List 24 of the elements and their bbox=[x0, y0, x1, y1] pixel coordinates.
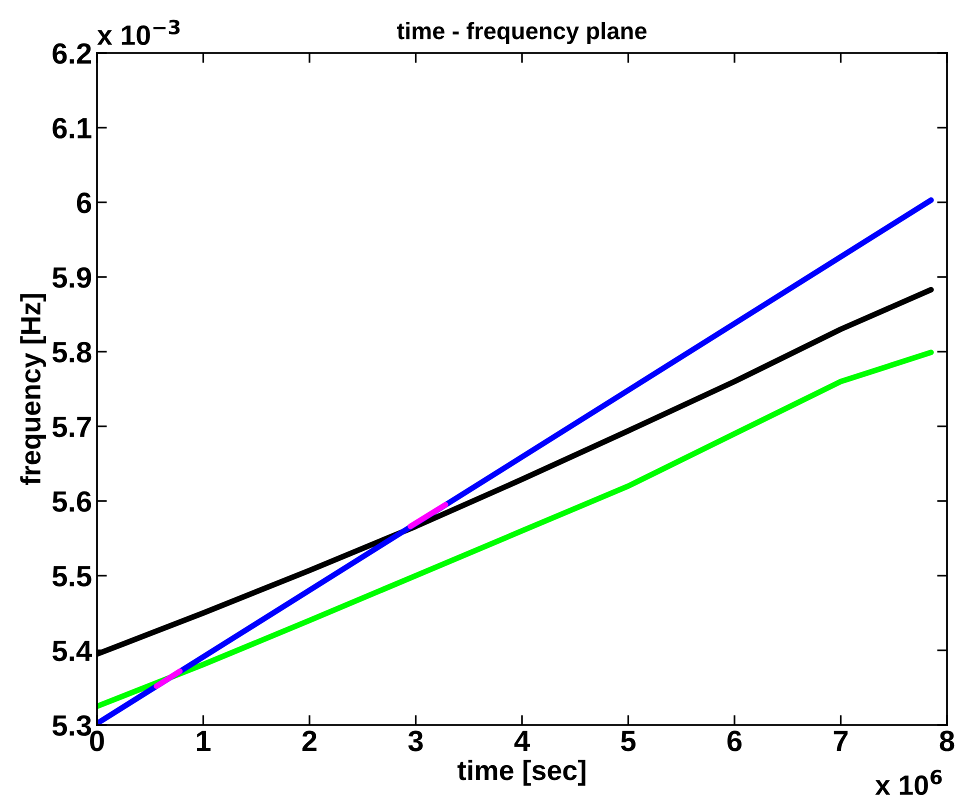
x-axis-title: time [sec] bbox=[458, 760, 586, 786]
chart-title: time - frequency plane bbox=[396, 22, 647, 44]
x-tick-label: 0 bbox=[90, 730, 104, 752]
x-tick-label: 2 bbox=[302, 730, 316, 751]
x-tick-label: 5 bbox=[621, 730, 636, 752]
y-tick-label: 5.6 bbox=[52, 491, 92, 512]
y-tick-label: 5.3 bbox=[52, 715, 92, 736]
y-tick-label: 5.7 bbox=[52, 416, 91, 438]
x-tick-label: 6 bbox=[727, 730, 742, 752]
y-axis-title: frequency [Hz] bbox=[20, 294, 46, 485]
y-tick-label: 5.5 bbox=[52, 566, 92, 587]
y-tick-label: 6 bbox=[76, 192, 92, 214]
y-tick-label: 5.4 bbox=[52, 640, 92, 662]
y-tick-label: 5.9 bbox=[52, 267, 92, 288]
x-tick-label: 1 bbox=[196, 730, 211, 751]
x-tick-label: 8 bbox=[940, 730, 954, 752]
y-tick-label: 6.2 bbox=[52, 43, 91, 64]
x-tick-label: 3 bbox=[408, 730, 423, 752]
x-tick-label: 4 bbox=[514, 730, 530, 751]
y-tick-label: 5.8 bbox=[52, 342, 92, 363]
y-tick-label: 6.1 bbox=[52, 118, 92, 139]
x-tick-label: 7 bbox=[834, 730, 848, 751]
text: x 10$^{6}$ bbox=[875, 770, 942, 796]
text: x 10$^{−3}$ bbox=[97, 20, 180, 46]
